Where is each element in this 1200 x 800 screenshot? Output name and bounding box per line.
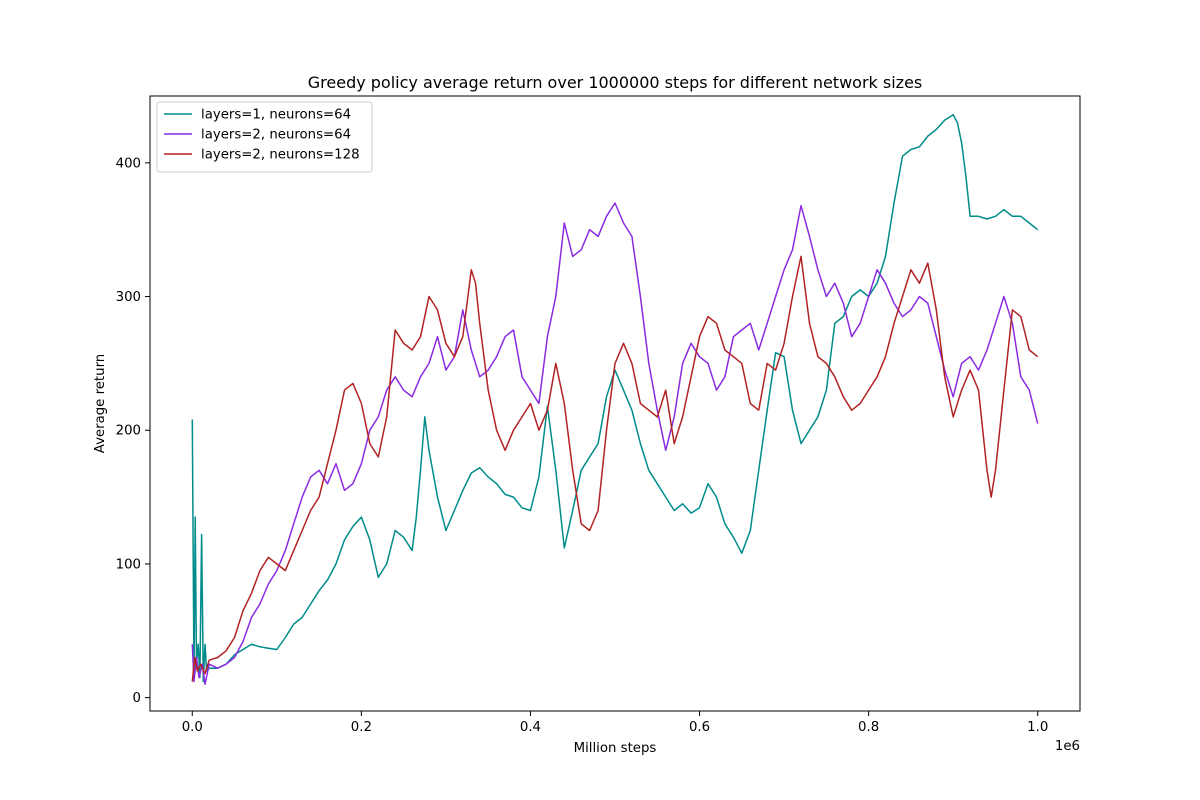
x-tick-label: 1.0: [1027, 720, 1048, 735]
legend-label-1: layers=1, neurons=64: [201, 108, 351, 123]
legend: layers=1, neurons=64 layers=2, neurons=64…: [156, 101, 373, 173]
legend-label-2: layers=2, neurons=64: [201, 128, 351, 143]
x-tick-label: 0.0: [182, 720, 203, 735]
x-tick-label: 0.4: [520, 720, 541, 735]
y-axis-ticks: 0 100 200 300 400: [116, 156, 150, 706]
x-tick-label: 0.2: [351, 720, 372, 735]
legend-box: [156, 101, 373, 173]
y-axis-label: Average return: [93, 354, 108, 454]
y-tick-label: 200: [116, 424, 141, 439]
axes-frame: [149, 95, 1081, 712]
y-tick-label: 400: [116, 156, 141, 171]
y-tick-label: 0: [133, 691, 141, 706]
y-tick-label: 100: [116, 557, 141, 572]
legend-label-3: layers=2, neurons=128: [201, 148, 360, 163]
chart-title: Greedy policy average return over 100000…: [308, 73, 923, 92]
x-axis-label: Million steps: [574, 741, 657, 756]
x-tick-label: 0.6: [689, 720, 710, 735]
series-line-1: [191, 113, 1039, 683]
series-line-2: [191, 202, 1039, 686]
plot-lines: [191, 113, 1039, 686]
y-tick-label: 300: [116, 290, 141, 305]
x-tick-label: 0.8: [858, 720, 879, 735]
series-line-3: [191, 255, 1039, 682]
x-axis-ticks: 0.0 0.2 0.4 0.6 0.8 1.0: [182, 711, 1048, 735]
x-axis-offset-label: 1e6: [1055, 739, 1080, 754]
